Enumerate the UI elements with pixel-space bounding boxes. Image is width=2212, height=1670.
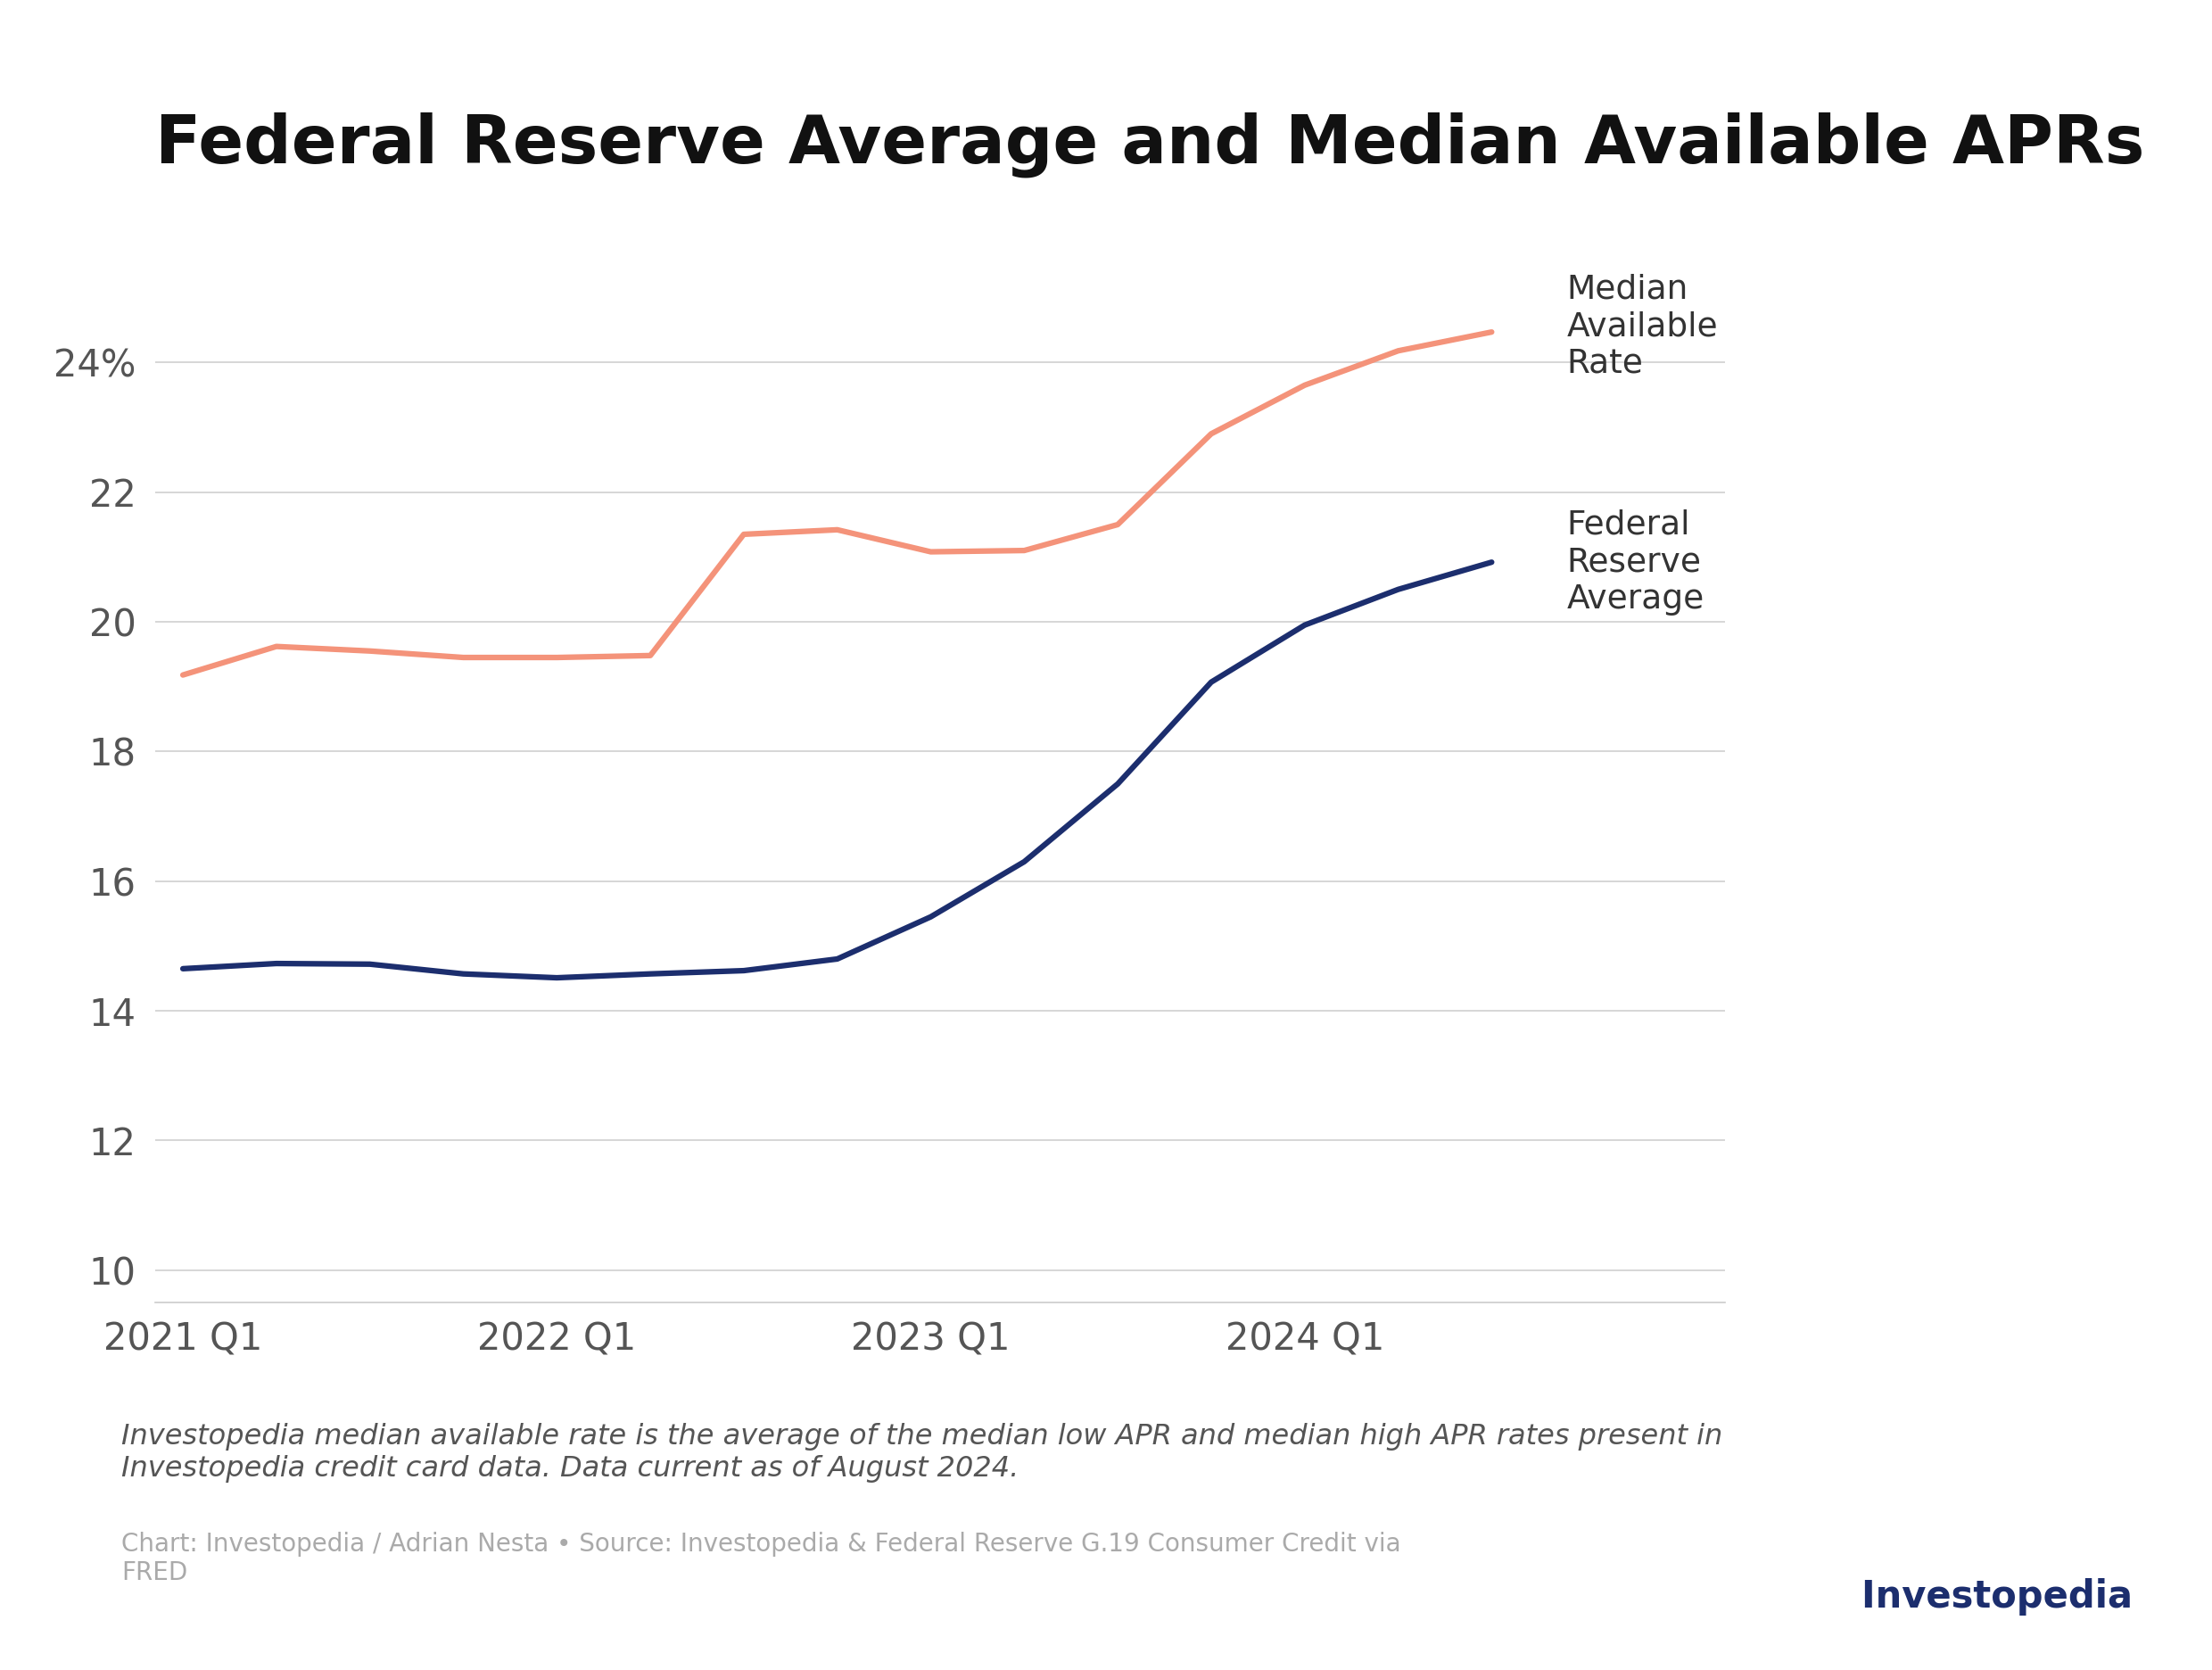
Text: Investopedia median available rate is the average of the median low APR and medi: Investopedia median available rate is th… bbox=[122, 1423, 1723, 1483]
Text: Chart: Investopedia / Adrian Nesta • Source: Investopedia & Federal Reserve G.19: Chart: Investopedia / Adrian Nesta • Sou… bbox=[122, 1531, 1400, 1585]
Text: Investopedia: Investopedia bbox=[1836, 1578, 2132, 1615]
Text: Federal Reserve Average and Median Available APRs: Federal Reserve Average and Median Avail… bbox=[155, 112, 2143, 179]
Text: Federal
Reserve
Average: Federal Reserve Average bbox=[1566, 509, 1703, 615]
Text: Median
Available
Rate: Median Available Rate bbox=[1566, 274, 1719, 381]
